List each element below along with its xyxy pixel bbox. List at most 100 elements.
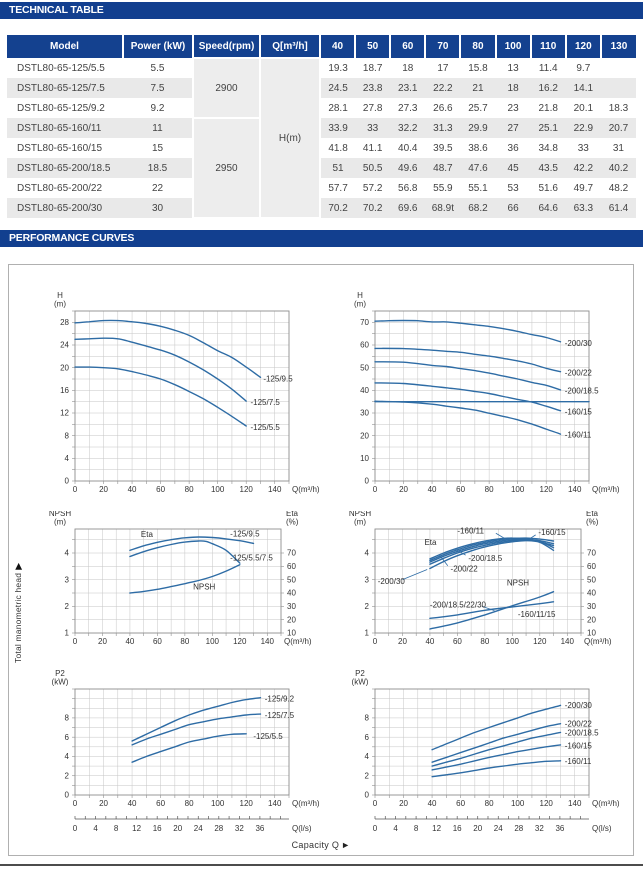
- svg-text:-160/15: -160/15: [565, 407, 593, 416]
- svg-text:2: 2: [65, 771, 70, 780]
- svg-text:20: 20: [398, 637, 407, 646]
- svg-text:70: 70: [287, 549, 296, 558]
- table-cell: DSTL80-65-125/7.5: [7, 78, 123, 98]
- table-cell: 55.1: [468, 182, 488, 194]
- table-cell: 22.9: [565, 118, 601, 138]
- table-cell: 15.8: [468, 62, 488, 74]
- table-cell: 51.6: [538, 182, 558, 194]
- svg-text:24: 24: [60, 341, 69, 350]
- svg-text:(m): (m): [54, 518, 66, 527]
- svg-text:H: H: [357, 291, 363, 300]
- table-cell: 53: [507, 182, 519, 194]
- table-cell: 40.4: [398, 142, 418, 154]
- svg-text:30: 30: [360, 409, 369, 418]
- table-cell: 41.1: [362, 142, 383, 154]
- svg-text:50: 50: [287, 575, 296, 584]
- table-header: Model Power (kW) Speed(rpm) Q[m³/h] 40 50 60 70…: [7, 35, 636, 58]
- right-arrow-icon: ►: [341, 840, 351, 850]
- capacity-label-text: Capacity Q: [291, 840, 340, 850]
- table-cell: 2900: [192, 57, 261, 119]
- svg-text:-160/11: -160/11: [565, 757, 592, 766]
- svg-text:0: 0: [373, 637, 378, 646]
- svg-text:(%): (%): [286, 518, 299, 527]
- table-cell: 18.3: [608, 102, 629, 114]
- svg-text:80: 80: [480, 637, 489, 646]
- svg-text:30: 30: [587, 602, 596, 611]
- svg-text:140: 140: [268, 799, 282, 808]
- table-cell: 27.3: [398, 102, 418, 114]
- svg-text:-160/15: -160/15: [538, 528, 566, 537]
- svg-text:140: 140: [561, 637, 575, 646]
- svg-text:Eta: Eta: [586, 511, 599, 518]
- svg-text:0: 0: [365, 791, 370, 800]
- svg-text:60: 60: [360, 341, 369, 350]
- table-cell: DSTL80-65-160/15: [17, 142, 103, 154]
- table-cell: 27: [495, 118, 531, 138]
- chart-head-160-200: 0 10 20 30 40 50 60 70 0 20 40 60 80 100 120 140 Q(m³/h)…: [354, 291, 620, 494]
- column-header: 40: [320, 35, 357, 58]
- svg-text:(m): (m): [354, 300, 366, 309]
- svg-text:24: 24: [494, 824, 503, 833]
- svg-text:Q(l/s): Q(l/s): [292, 824, 312, 833]
- table-cell: 20.1: [573, 102, 594, 114]
- svg-text:50: 50: [587, 575, 596, 584]
- column-header: Q[m³/h]: [260, 35, 321, 58]
- table-cell: 7.5: [123, 78, 193, 98]
- table-cell: 33: [577, 142, 589, 154]
- table-body: DSTL80-65-125/5.5 5.5 2900 H(m) 19.3 18.7 18 17…: [7, 57, 636, 219]
- svg-text:60: 60: [156, 485, 165, 494]
- column-header: 80: [460, 35, 497, 58]
- svg-text:(m): (m): [54, 300, 66, 309]
- svg-text:Eta: Eta: [286, 511, 299, 518]
- svg-text:60: 60: [453, 637, 462, 646]
- table-cell: 66: [495, 198, 531, 218]
- svg-text:6: 6: [365, 733, 370, 742]
- table-cell: 55.9: [433, 182, 453, 194]
- svg-text:2: 2: [365, 771, 370, 780]
- table-cell: 14.1: [565, 78, 601, 98]
- svg-text:2: 2: [65, 602, 70, 611]
- svg-text:140: 140: [268, 485, 282, 494]
- svg-text:20: 20: [99, 799, 108, 808]
- svg-text:28: 28: [60, 318, 69, 327]
- svg-text:-160/11: -160/11: [565, 431, 592, 440]
- svg-text:-200/18.5: -200/18.5: [565, 729, 599, 738]
- svg-text:20: 20: [99, 485, 108, 494]
- svg-text:0: 0: [373, 799, 378, 808]
- svg-text:0: 0: [73, 824, 78, 833]
- svg-text:-125/9.2: -125/9.2: [265, 694, 295, 703]
- table-cell: 33.9: [320, 118, 356, 138]
- svg-text:36: 36: [555, 824, 564, 833]
- svg-text:40: 40: [287, 589, 296, 598]
- svg-text:-200/30: -200/30: [565, 339, 593, 348]
- svg-text:Q(l/s): Q(l/s): [592, 824, 612, 833]
- table-cell: 25.7: [468, 102, 488, 114]
- svg-text:120: 120: [233, 637, 247, 646]
- svg-text:(kW): (kW): [352, 678, 369, 687]
- svg-text:NPSH: NPSH: [193, 582, 215, 591]
- table-cell: 45: [495, 158, 531, 178]
- table-cell: 32.2: [390, 118, 426, 138]
- svg-text:-160/11: -160/11: [457, 526, 484, 535]
- svg-text:0: 0: [365, 477, 370, 486]
- table-cell: 23.1: [390, 78, 426, 98]
- table-cell: 5.5: [150, 62, 165, 74]
- svg-text:-125/5.5: -125/5.5: [253, 732, 283, 741]
- svg-text:-200/22: -200/22: [565, 368, 593, 377]
- table-cell: 22.2: [425, 78, 461, 98]
- svg-text:(kW): (kW): [52, 678, 69, 687]
- svg-text:20: 20: [399, 799, 408, 808]
- svg-text:60: 60: [456, 485, 465, 494]
- svg-text:12: 12: [432, 824, 441, 833]
- svg-text:40: 40: [360, 386, 369, 395]
- svg-text:10: 10: [587, 629, 596, 638]
- table-cell: 23: [507, 102, 519, 114]
- svg-text:-200/22: -200/22: [451, 565, 479, 574]
- bottom-divider: [0, 864, 643, 866]
- table-cell: 20.7: [600, 118, 636, 138]
- section-title: PERFORMANCE CURVES: [9, 232, 135, 244]
- svg-text:Q(m³/h): Q(m³/h): [292, 799, 320, 808]
